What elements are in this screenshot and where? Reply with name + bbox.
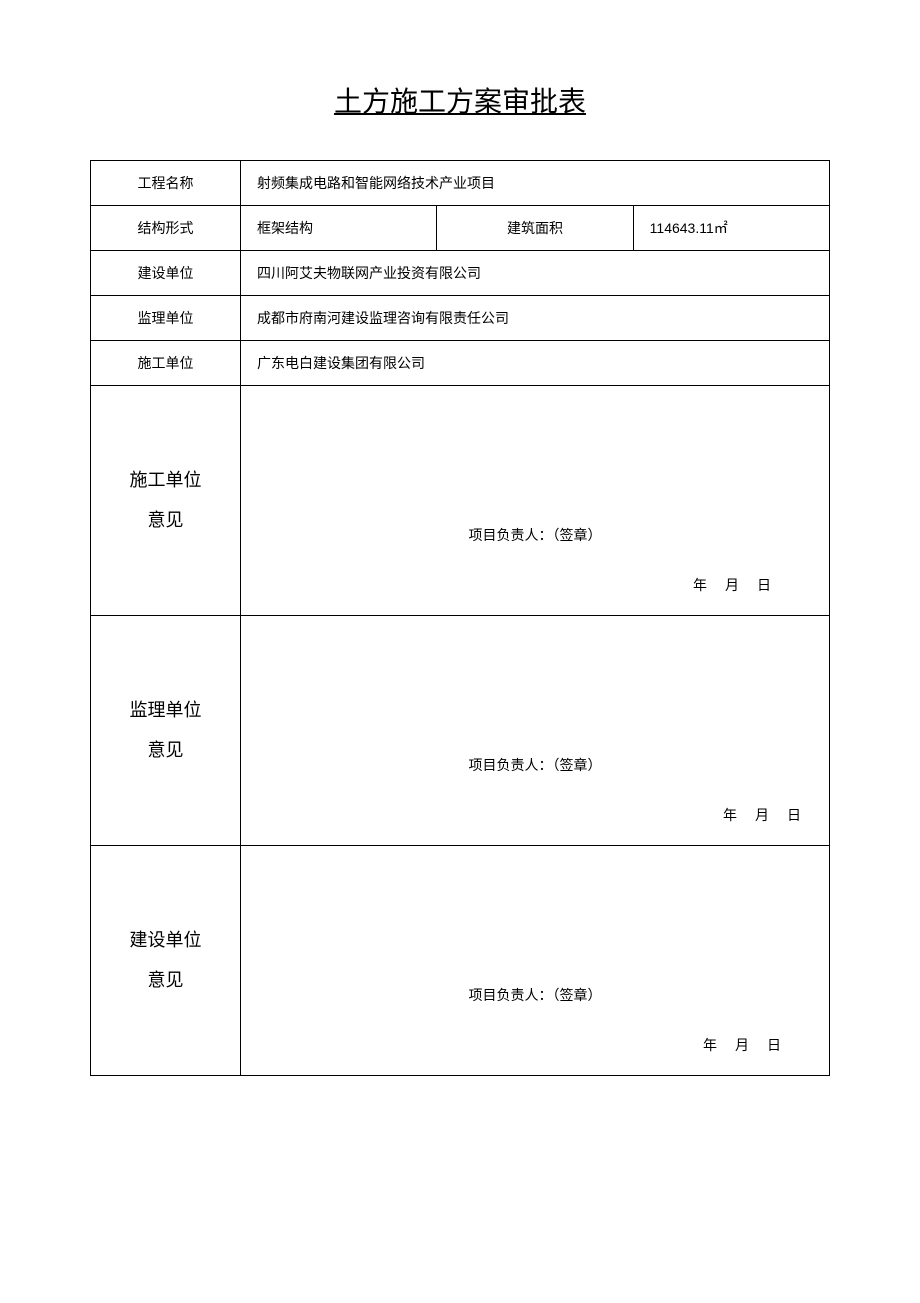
builder-signature-line: 项目负责人：（签章） — [257, 525, 813, 545]
owner-date-line: 年 月 日 — [257, 1035, 813, 1055]
supervisor-opinion-label-line2: 意见 — [148, 740, 184, 760]
builder-unit-value: 广东电白建设集团有限公司 — [241, 341, 830, 386]
owner-opinion-label: 建设单位 意见 — [91, 846, 241, 1076]
structure-value: 框架结构 — [241, 206, 437, 251]
row-supervision-unit: 监理单位 成都市府南河建设监理咨询有限责任公司 — [91, 296, 830, 341]
builder-date-line: 年 月 日 — [257, 575, 813, 595]
row-supervisor-opinion: 监理单位 意见 项目负责人：（签章） 年 月 日 — [91, 616, 830, 846]
construction-unit-label: 建设单位 — [91, 251, 241, 296]
area-value: 114643.11㎡ — [633, 206, 829, 251]
supervision-unit-value: 成都市府南河建设监理咨询有限责任公司 — [241, 296, 830, 341]
row-construction-unit: 建设单位 四川阿艾夫物联网产业投资有限公司 — [91, 251, 830, 296]
approval-table: 工程名称 射频集成电路和智能网络技术产业项目 结构形式 框架结构 建筑面积 11… — [90, 160, 830, 1076]
project-name-label: 工程名称 — [91, 161, 241, 206]
builder-opinion-label-line1: 施工单位 — [130, 470, 202, 490]
project-name-value: 射频集成电路和智能网络技术产业项目 — [241, 161, 830, 206]
builder-unit-label: 施工单位 — [91, 341, 241, 386]
row-project-name: 工程名称 射频集成电路和智能网络技术产业项目 — [91, 161, 830, 206]
supervisor-signature-line: 项目负责人：（签章） — [257, 755, 813, 775]
supervisor-date-line: 年 月 日 — [257, 805, 813, 825]
supervision-unit-label: 监理单位 — [91, 296, 241, 341]
row-structure: 结构形式 框架结构 建筑面积 114643.11㎡ — [91, 206, 830, 251]
owner-opinion-label-line2: 意见 — [148, 970, 184, 990]
builder-opinion-content: 项目负责人：（签章） 年 月 日 — [241, 386, 830, 616]
supervisor-opinion-content: 项目负责人：（签章） 年 月 日 — [241, 616, 830, 846]
supervisor-opinion-label-line1: 监理单位 — [130, 700, 202, 720]
row-owner-opinion: 建设单位 意见 项目负责人：（签章） 年 月 日 — [91, 846, 830, 1076]
area-label: 建筑面积 — [437, 206, 633, 251]
row-builder-unit: 施工单位 广东电白建设集团有限公司 — [91, 341, 830, 386]
row-builder-opinion: 施工单位 意见 项目负责人：（签章） 年 月 日 — [91, 386, 830, 616]
builder-opinion-label: 施工单位 意见 — [91, 386, 241, 616]
owner-opinion-content: 项目负责人：（签章） 年 月 日 — [241, 846, 830, 1076]
supervisor-opinion-label: 监理单位 意见 — [91, 616, 241, 846]
owner-opinion-label-line1: 建设单位 — [130, 930, 202, 950]
construction-unit-value: 四川阿艾夫物联网产业投资有限公司 — [241, 251, 830, 296]
structure-label: 结构形式 — [91, 206, 241, 251]
owner-signature-line: 项目负责人：（签章） — [257, 985, 813, 1005]
builder-opinion-label-line2: 意见 — [148, 510, 184, 530]
document-title: 土方施工方案审批表 — [90, 80, 830, 120]
